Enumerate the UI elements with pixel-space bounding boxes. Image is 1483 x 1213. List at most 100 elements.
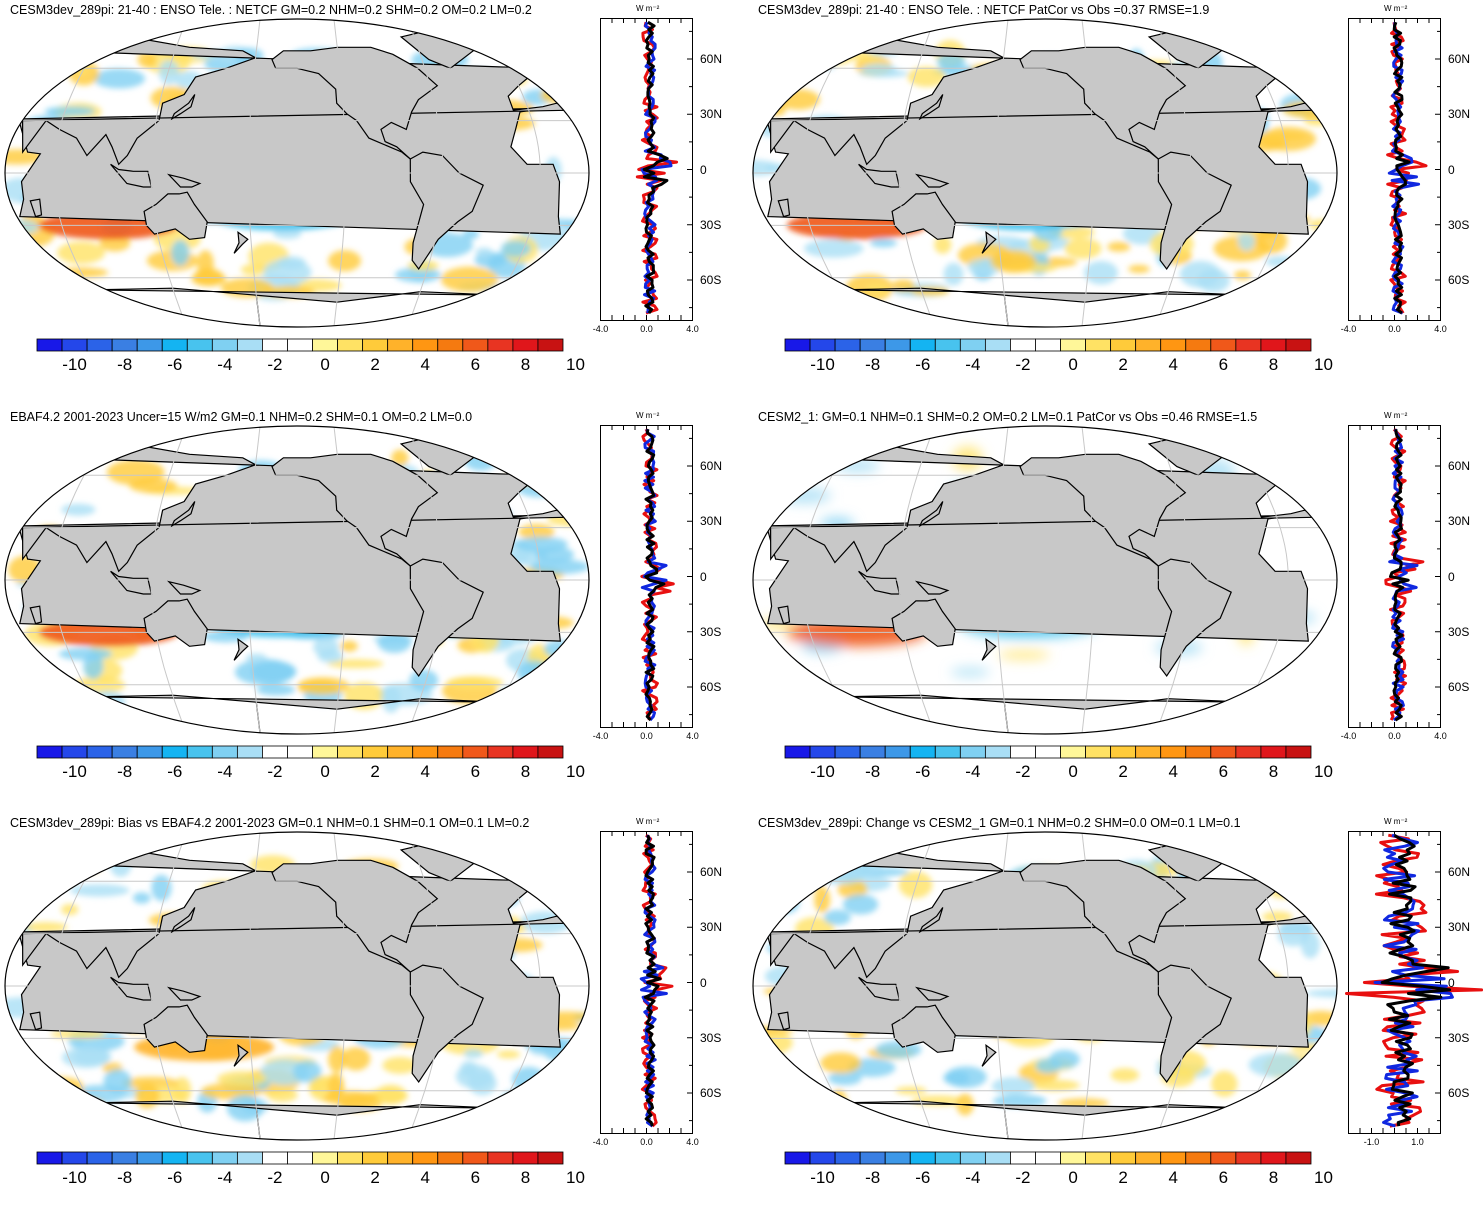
colorbar-swatch <box>287 1151 313 1165</box>
colorbar-swatch <box>1160 338 1187 352</box>
profile-line-blue <box>1388 428 1419 722</box>
colorbar-swatch <box>984 338 1011 352</box>
latitude-label: 0 <box>700 975 707 990</box>
zonal-mean-profile <box>600 831 693 1134</box>
colorbar <box>36 745 564 759</box>
colorbar-tick-label: 6 <box>470 1168 481 1187</box>
panel-title: EBAF4.2 2001-2023 Uncer=15 W/m2 GM=0.1 N… <box>10 410 473 424</box>
colorbar-swatch <box>236 1151 263 1165</box>
latitude-label: 30S <box>1448 624 1470 639</box>
colorbar-swatch <box>859 1151 886 1165</box>
colorbar-swatch <box>487 1151 514 1165</box>
latitude-label: 60N <box>700 52 723 66</box>
colorbar-swatch <box>984 1151 1011 1165</box>
colorbar-swatch <box>1260 338 1287 352</box>
latitude-label: 30N <box>1448 514 1471 529</box>
colorbar-swatch <box>61 745 88 759</box>
colorbar-tick-label: 2 <box>370 355 380 374</box>
colorbar-tick-label: -8 <box>865 1168 881 1187</box>
profile-line-black <box>1380 833 1452 1127</box>
colorbar-swatch <box>387 338 414 352</box>
panel-title: CESM3dev_289pi: Change vs CESM2_1 GM=0.1… <box>758 816 1241 830</box>
profile-x-tick-label: 0.0 <box>640 731 653 741</box>
colorbar-tick-label: -8 <box>117 762 133 781</box>
colorbar-swatch <box>262 1151 288 1165</box>
colorbar-swatch <box>809 745 836 759</box>
colorbar-tick-label: -4 <box>217 1168 233 1187</box>
zonal-mean-profile <box>600 18 693 321</box>
colorbar-swatch <box>784 745 811 759</box>
latitude-label: 60N <box>1448 865 1471 879</box>
colorbar-tick-label: -10 <box>62 355 87 374</box>
colorbar-labels: -10 -8 -6 -4 -2 0 2 4 6 8 10 <box>36 355 585 377</box>
colorbar-tick-label: 2 <box>1118 1168 1128 1187</box>
colorbar-tick-label: 4 <box>420 355 430 374</box>
profile-line-blue <box>640 21 673 314</box>
colorbar-swatch <box>186 338 213 352</box>
colorbar-swatch <box>86 1151 113 1165</box>
latitude-label: 60S <box>700 679 722 694</box>
colorbar-swatch <box>1110 745 1137 759</box>
colorbar-tick-label: -8 <box>117 1168 133 1187</box>
latitude-label: 60N <box>700 865 723 879</box>
colorbar <box>36 1151 564 1165</box>
colorbar-swatch <box>1135 1151 1162 1165</box>
colorbar-swatch <box>186 1151 213 1165</box>
zonal-mean-profile <box>1348 18 1441 321</box>
panel-p2: CESM3dev_289pi: 21-40 : ENSO Tele. : NET… <box>752 0 1483 400</box>
profile-line-black <box>643 834 662 1127</box>
robinson-map <box>4 831 590 1141</box>
latitude-label: 60S <box>700 1085 722 1100</box>
colorbar-tick-label: -10 <box>62 762 87 781</box>
colorbar-swatch <box>834 745 861 759</box>
colorbar <box>784 338 1312 352</box>
colorbar-tick-label: -2 <box>1015 355 1031 374</box>
colorbar-swatch <box>1010 1151 1036 1165</box>
profile-x-tick-label: 0.0 <box>640 1137 653 1147</box>
colorbar-swatch <box>211 745 238 759</box>
colorbar-swatch <box>262 338 288 352</box>
profile-unit-label: W m⁻² <box>636 411 660 420</box>
latitude-label: 60S <box>700 272 722 287</box>
colorbar-labels: -10 -8 -6 -4 -2 0 2 4 6 8 10 <box>36 762 585 784</box>
colorbar-swatch <box>462 745 489 759</box>
colorbar-tick-label: 8 <box>1268 1168 1279 1187</box>
colorbar-swatch <box>984 745 1011 759</box>
colorbar-tick-label: -6 <box>167 762 183 781</box>
profile-line-blue <box>1387 21 1421 315</box>
latitude-label: 0 <box>700 162 707 177</box>
colorbar-swatch <box>909 1151 936 1165</box>
colorbar-swatch <box>136 1151 163 1165</box>
colorbar-swatch <box>512 338 539 352</box>
colorbar-swatch <box>312 1151 338 1165</box>
latitude-label: 30N <box>700 920 723 935</box>
colorbar-swatch <box>312 745 338 759</box>
profile-line-blue <box>1373 833 1454 1128</box>
colorbar-swatch <box>934 338 961 352</box>
colorbar-tick-label: -10 <box>810 1168 835 1187</box>
colorbar-tick-label: -6 <box>915 355 931 374</box>
colorbar-tick-label: 4 <box>1168 355 1178 374</box>
colorbar-swatch <box>1060 338 1086 352</box>
colorbar-swatch <box>909 338 936 352</box>
colorbar-tick-label: 10 <box>566 1168 585 1187</box>
colorbar-swatch <box>1260 745 1287 759</box>
colorbar-swatch <box>387 745 414 759</box>
latitude-label: 30S <box>1448 217 1470 232</box>
colorbar-swatch <box>36 338 63 352</box>
colorbar-swatch <box>1210 338 1237 352</box>
colorbar-swatch <box>537 1151 564 1165</box>
colorbar-swatch <box>512 1151 539 1165</box>
colorbar-swatch <box>834 1151 861 1165</box>
colorbar-swatch <box>236 745 263 759</box>
colorbar-swatch <box>1210 1151 1237 1165</box>
colorbar-swatch <box>784 338 811 352</box>
colorbar-swatch <box>487 338 514 352</box>
colorbar-swatch <box>1135 338 1162 352</box>
colorbar-tick-label: 0 <box>320 1168 330 1187</box>
colorbar-swatch <box>462 1151 489 1165</box>
colorbar-labels: -10 -8 -6 -4 -2 0 2 4 6 8 10 <box>36 1168 585 1190</box>
colorbar-swatch <box>362 1151 389 1165</box>
colorbar-swatch <box>111 745 138 759</box>
colorbar-swatch <box>834 338 861 352</box>
